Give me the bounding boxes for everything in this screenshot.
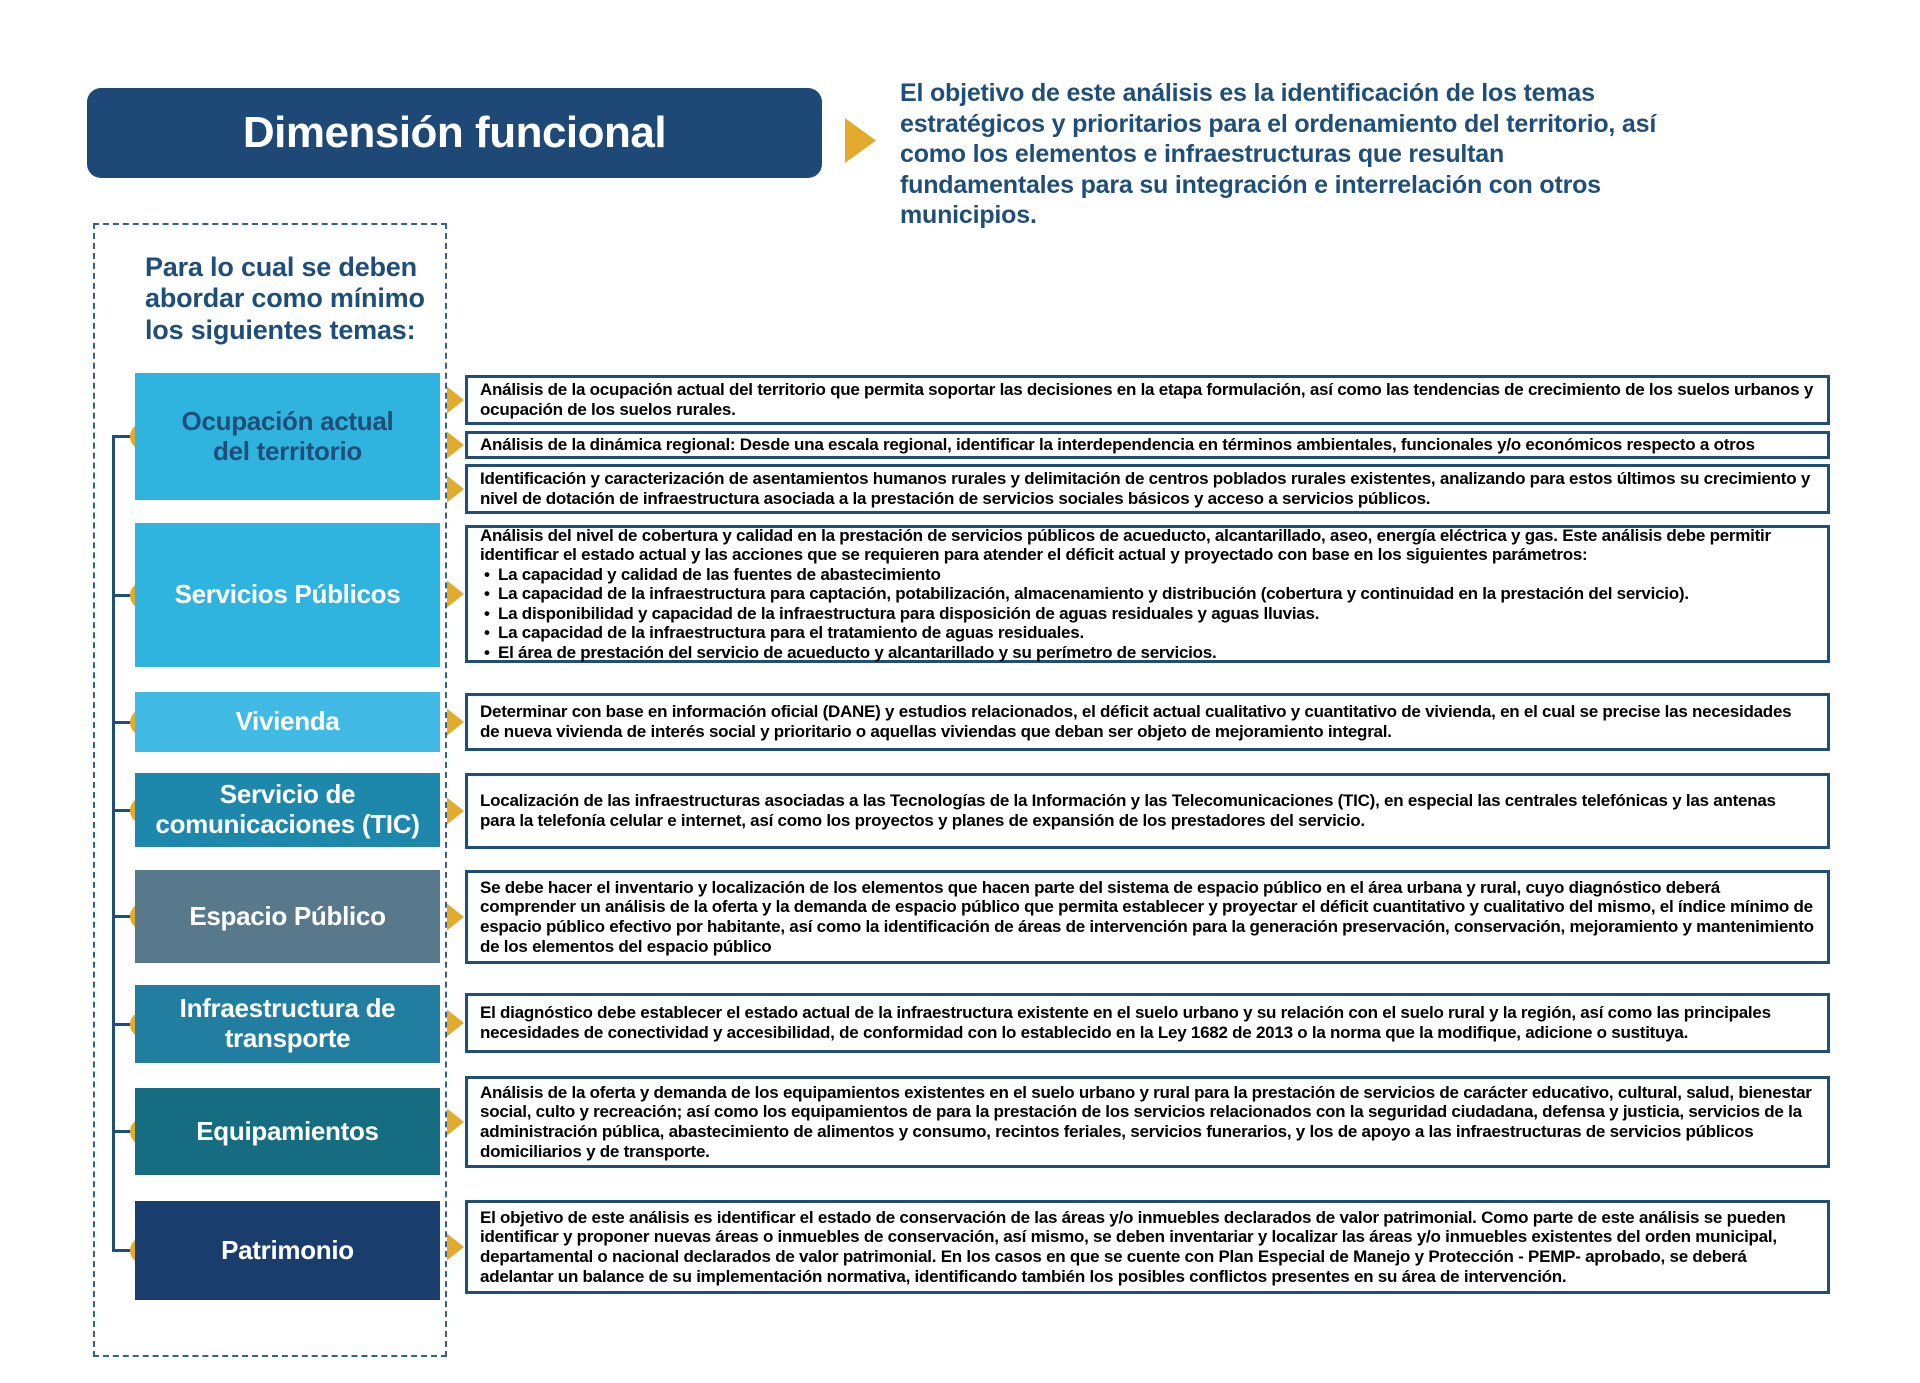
topic-label: Espacio Público xyxy=(189,900,386,931)
description-bullet: La capacidad de la infraestructura para … xyxy=(480,584,1815,604)
topic-label: Patrimonio xyxy=(221,1234,354,1265)
connector-stub xyxy=(112,915,142,918)
description-text: Identificación y caracterización de asen… xyxy=(480,469,1811,508)
description-box: Análisis de la oferta y demanda de los e… xyxy=(465,1076,1830,1168)
description-bullet-list: La capacidad y calidad de las fuentes de… xyxy=(480,565,1815,663)
connector-stub xyxy=(112,593,142,597)
topic-label: Vivienda xyxy=(235,706,340,737)
description-text: Localización de las infraestructuras aso… xyxy=(480,791,1776,830)
topics-panel-header: Para lo cual se deben abordar como mínim… xyxy=(145,252,425,345)
description-box: Se debe hacer el inventario y localizaci… xyxy=(465,870,1830,964)
topic-box-6: Equipamientos xyxy=(135,1088,440,1175)
right-arrow-icon xyxy=(447,580,464,608)
topic-box-2: Vivienda xyxy=(135,692,440,752)
description-text: Análisis de la dinámica regional: Desde … xyxy=(480,435,1755,455)
connector-stub xyxy=(112,1130,142,1133)
topics-panel xyxy=(93,223,447,1357)
description-bullet: La disponibilidad y capacidad de la infr… xyxy=(480,604,1815,624)
right-arrow-icon xyxy=(447,386,464,414)
description-box: El diagnóstico debe establecer el estado… xyxy=(465,993,1830,1053)
description-box: Análisis de la dinámica regional: Desde … xyxy=(465,431,1830,459)
topic-box-1: Servicios Públicos xyxy=(135,523,440,667)
description-bullet: La capacidad de la infraestructura para … xyxy=(480,623,1815,643)
description-text: Análisis de la ocupación actual del terr… xyxy=(480,380,1814,419)
right-arrow-icon xyxy=(447,1233,464,1261)
topic-box-5: Infraestructura de transporte xyxy=(135,985,440,1063)
connector-stub xyxy=(112,435,142,438)
description-box: Análisis de la ocupación actual del terr… xyxy=(465,375,1830,425)
right-arrow-icon xyxy=(447,1108,464,1136)
description-text: El diagnóstico debe establecer el estado… xyxy=(480,1003,1771,1042)
description-text: Determinar con base en información ofici… xyxy=(480,702,1792,741)
right-arrow-icon xyxy=(447,431,464,459)
right-arrow-icon xyxy=(447,903,464,931)
description-text: El objetivo de este análisis es identifi… xyxy=(480,1207,1786,1286)
description-box: Localización de las infraestructuras aso… xyxy=(465,773,1830,849)
connector-stub xyxy=(112,1022,142,1026)
description-bullet: La capacidad y calidad de las fuentes de… xyxy=(480,565,1815,585)
description-box: Identificación y caracterización de asen… xyxy=(465,464,1830,514)
description-text: Análisis del nivel de cobertura y calida… xyxy=(480,525,1771,565)
topic-box-4: Espacio Público xyxy=(135,870,440,963)
right-arrow-icon xyxy=(447,708,464,736)
connector-stub xyxy=(112,808,142,812)
right-arrow-icon xyxy=(845,118,876,163)
topic-box-3: Servicio de comunicaciones (TIC) xyxy=(135,773,440,847)
title-box: Dimensión funcional xyxy=(87,88,822,178)
right-arrow-icon xyxy=(447,1009,464,1037)
topic-box-0: Ocupación actual del territorio xyxy=(135,373,440,500)
description-box: Análisis del nivel de cobertura y calida… xyxy=(465,525,1830,663)
right-arrow-icon xyxy=(447,797,464,825)
right-arrow-icon xyxy=(447,475,464,503)
topic-connector-line xyxy=(112,436,115,1251)
description-text: Se debe hacer el inventario y localizaci… xyxy=(480,877,1814,956)
topic-label: Servicios Públicos xyxy=(174,579,401,610)
topic-label: Servicio de comunicaciones (TIC) xyxy=(155,779,420,839)
connector-stub xyxy=(112,1249,142,1252)
page-title: Dimensión funcional xyxy=(242,108,667,157)
topic-box-7: Patrimonio xyxy=(135,1201,440,1300)
description-box: El objetivo de este análisis es identifi… xyxy=(465,1200,1830,1294)
topic-label: Equipamientos xyxy=(196,1115,379,1146)
description-box: Determinar con base en información ofici… xyxy=(465,693,1830,751)
topic-label: Ocupación actual del territorio xyxy=(181,405,394,466)
topic-label: Infraestructura de transporte xyxy=(179,993,396,1053)
description-text: Análisis de la oferta y demanda de los e… xyxy=(480,1082,1812,1161)
connector-stub xyxy=(112,720,142,724)
intro-paragraph: El objetivo de este análisis es la ident… xyxy=(900,79,1657,229)
description-bullet: El área de prestación del servicio de ac… xyxy=(480,643,1815,663)
